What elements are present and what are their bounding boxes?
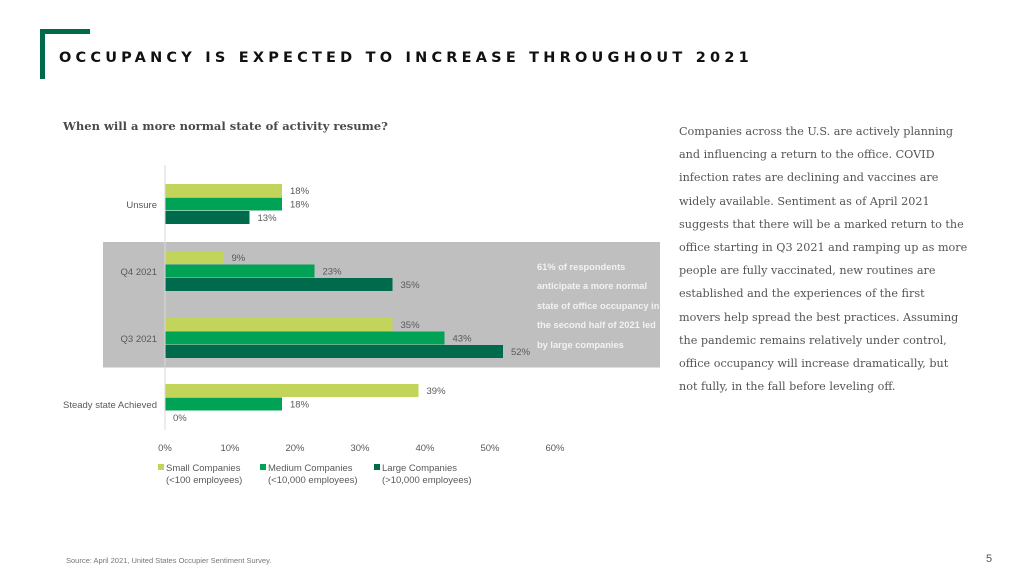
data-label-large-companies-q3-2021: 52% bbox=[511, 347, 531, 358]
data-label-medium-companies-q3-2021: 43% bbox=[453, 334, 473, 345]
legend-label-medium: Medium Companies bbox=[268, 463, 353, 474]
bar-large-companies-unsure bbox=[165, 211, 250, 224]
x-tick-label: 20% bbox=[285, 443, 305, 454]
x-tick-label: 60% bbox=[545, 443, 565, 454]
bar-medium-companies-unsure bbox=[165, 197, 282, 211]
legend-item-large: Large Companies (>10,000 employees) bbox=[374, 463, 472, 487]
data-label-small-companies-q3-2021: 35% bbox=[401, 320, 421, 331]
bar-large-companies-q4-2021 bbox=[165, 278, 393, 291]
data-label-large-companies-unsure: 13% bbox=[258, 213, 278, 224]
legend-sub-small: (<100 employees) bbox=[166, 475, 243, 486]
data-label-small-companies-unsure: 18% bbox=[290, 186, 310, 197]
x-tick-label: 0% bbox=[158, 443, 172, 454]
legend-item-small: Small Companies (<100 employees) bbox=[158, 463, 242, 487]
legend-label-large: Large Companies bbox=[382, 463, 457, 474]
data-label-large-companies-steady-state-achieved: 0% bbox=[173, 413, 187, 424]
data-label-small-companies-steady-state-achieved: 39% bbox=[427, 386, 447, 397]
legend-swatch-small bbox=[158, 464, 164, 470]
data-label-large-companies-q4-2021: 35% bbox=[401, 280, 421, 291]
legend-item-medium: Medium Companies (<10,000 employees) bbox=[260, 463, 358, 487]
category-label-unsure: Unsure bbox=[126, 200, 157, 211]
source-note: Source: April 2021, United States Occupi… bbox=[66, 556, 272, 565]
bar-small-companies-q4-2021 bbox=[165, 251, 224, 264]
bar-medium-companies-q3-2021 bbox=[165, 331, 445, 345]
page-title: OCCUPANCY IS EXPECTED TO INCREASE THROUG… bbox=[59, 50, 753, 66]
chart-annotation: 61% of respondents anticipate a more nor… bbox=[537, 262, 660, 350]
data-label-medium-companies-steady-state-achieved: 18% bbox=[290, 400, 310, 411]
chart-title: When will a more normal state of activit… bbox=[63, 119, 388, 133]
legend-sub-large: (>10,000 employees) bbox=[382, 475, 472, 486]
body-paragraph: Companies across the U.S. are actively p… bbox=[679, 125, 968, 394]
bar-small-companies-q3-2021 bbox=[165, 318, 393, 331]
bar-small-companies-steady-state-achieved bbox=[165, 384, 419, 397]
bar-large-companies-q3-2021 bbox=[165, 345, 503, 358]
x-tick-label: 40% bbox=[415, 443, 435, 454]
page-number: 5 bbox=[986, 553, 993, 565]
data-label-medium-companies-q4-2021: 23% bbox=[323, 267, 343, 278]
bar-small-companies-unsure bbox=[165, 184, 282, 197]
x-tick-label: 50% bbox=[480, 443, 500, 454]
category-label-q4-2021: Q4 2021 bbox=[121, 267, 157, 278]
data-label-medium-companies-unsure: 18% bbox=[290, 200, 310, 211]
legend-swatch-medium bbox=[260, 464, 266, 470]
legend-sub-medium: (<10,000 employees) bbox=[268, 475, 358, 486]
corner-accent-vertical bbox=[40, 29, 45, 79]
bar-medium-companies-steady-state-achieved bbox=[165, 397, 282, 411]
bar-medium-companies-q4-2021 bbox=[165, 264, 315, 278]
legend-swatch-large bbox=[374, 464, 380, 470]
category-label-q3-2021: Q3 2021 bbox=[121, 334, 157, 345]
corner-accent-horizontal bbox=[40, 29, 90, 34]
data-label-small-companies-q4-2021: 9% bbox=[232, 253, 246, 264]
legend-label-small: Small Companies bbox=[166, 463, 241, 474]
x-tick-label: 10% bbox=[220, 443, 240, 454]
category-label-steady-state-achieved: Steady state Achieved bbox=[63, 400, 157, 411]
x-tick-label: 30% bbox=[350, 443, 370, 454]
